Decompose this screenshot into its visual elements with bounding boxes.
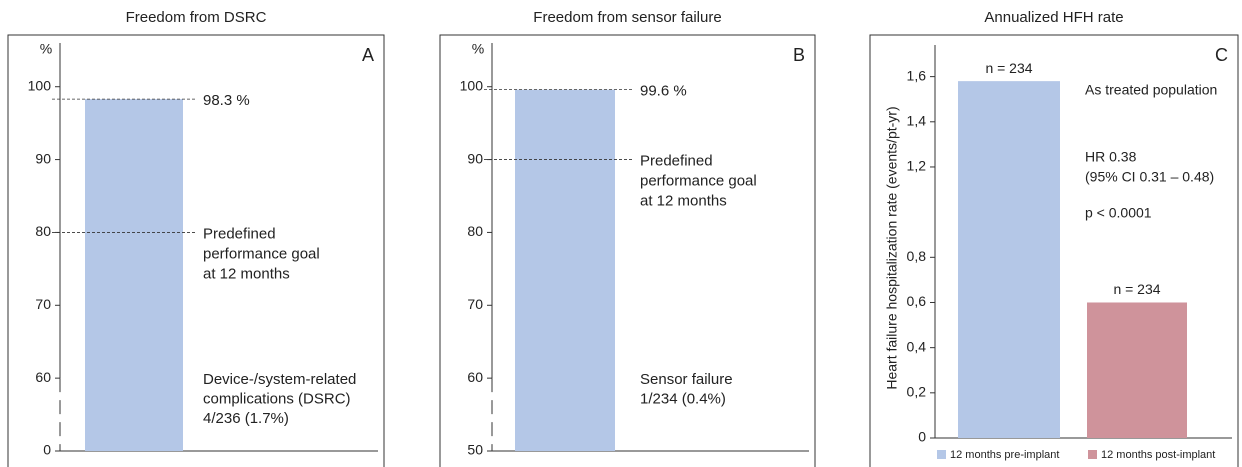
- note: Sensor failure: [640, 371, 733, 388]
- y-tick-label: 60: [467, 369, 483, 385]
- panel-frame: [7, 34, 385, 467]
- y-tick-label: 1,6: [907, 67, 927, 83]
- y-tick-label: 0: [918, 429, 926, 445]
- y-unit: %: [472, 41, 484, 57]
- y-tick-label: 100: [460, 77, 484, 93]
- y-tick-label: 0,4: [907, 338, 927, 354]
- panel-letter: C: [1215, 45, 1228, 65]
- y-tick-label: 70: [467, 296, 483, 312]
- y-tick-label: 1,2: [907, 158, 927, 174]
- y-unit: %: [40, 41, 52, 57]
- legend-swatch: [937, 450, 946, 459]
- y-tick-label: 70: [35, 296, 51, 312]
- y-tick-label: 0,6: [907, 293, 927, 309]
- panel-title: Freedom from sensor failure: [533, 9, 721, 26]
- y-tick-label: 90: [467, 150, 483, 166]
- legend-swatch: [1088, 450, 1097, 459]
- bar: [958, 81, 1060, 438]
- note: 1/234 (0.4%): [640, 390, 726, 407]
- bar-label: n = 234: [985, 60, 1032, 76]
- note: Device-/system-related: [203, 371, 356, 388]
- stats-text: (95% CI 0.31 – 0.48): [1085, 169, 1214, 185]
- legend-label: 12 months post-implant: [1101, 449, 1215, 461]
- y-tick-label: 50: [467, 442, 483, 458]
- reference-label: at 12 months: [203, 265, 290, 282]
- reference-label: Predefined: [203, 225, 276, 242]
- stats-text: HR 0.38: [1085, 149, 1137, 165]
- reference-label: Predefined: [640, 153, 713, 170]
- bar: [1087, 302, 1187, 438]
- y-tick-label: 80: [35, 223, 51, 239]
- y-tick-label: 90: [35, 150, 51, 166]
- subgroup-label: As treated population: [1085, 82, 1217, 98]
- legend-label: 12 months pre-implant: [950, 449, 1059, 461]
- bar-label: n = 234: [1113, 281, 1160, 297]
- stats-text: p < 0.0001: [1085, 205, 1152, 221]
- y-axis-label: Heart failure hospitalization rate (even…: [884, 106, 900, 389]
- y-tick-label: 0,8: [907, 248, 927, 264]
- y-tick-label: 60: [35, 369, 51, 385]
- bar: [515, 89, 615, 451]
- reference-label: performance goal: [640, 173, 757, 190]
- y-tick-label: 0,2: [907, 384, 927, 400]
- note: 4/236 (1.7%): [203, 410, 289, 427]
- panel-frame: [869, 34, 1239, 467]
- y-tick-label: 100: [28, 77, 52, 93]
- panel-letter: B: [793, 45, 805, 65]
- reference-label: 98.3 %: [203, 92, 250, 109]
- y-tick-label: 0: [43, 442, 51, 458]
- panel-frame: [439, 34, 816, 467]
- note: complications (DSRC): [203, 390, 351, 407]
- y-tick-label: 80: [467, 223, 483, 239]
- reference-label: at 12 months: [640, 193, 727, 210]
- y-tick-label: 1,4: [907, 112, 927, 128]
- bar: [85, 99, 183, 451]
- panel-title: Freedom from DSRC: [126, 9, 267, 26]
- reference-label: performance goal: [203, 245, 320, 262]
- panel-letter: A: [362, 45, 374, 65]
- panel-title: Annualized HFH rate: [984, 9, 1123, 26]
- reference-label: 99.6 %: [640, 83, 687, 100]
